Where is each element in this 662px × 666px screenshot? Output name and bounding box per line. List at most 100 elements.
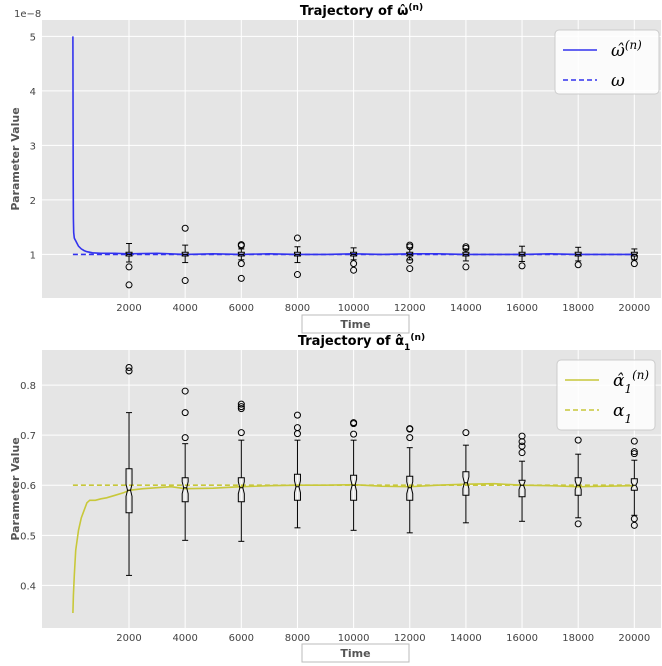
outlier-point [181, 434, 189, 442]
outlier-point [406, 243, 414, 251]
x-tick-label: 4000 [172, 633, 197, 644]
outlier-point [574, 261, 582, 269]
box [237, 477, 245, 503]
x-tick-label: 16000 [506, 633, 538, 644]
boxplot [462, 429, 470, 524]
x-tick-label: 16000 [506, 303, 538, 314]
outlier-point [518, 442, 526, 450]
legend-box [556, 359, 656, 431]
y-tick-label: 4 [30, 87, 36, 98]
x-tick-label: 4000 [172, 303, 197, 314]
boxplot [406, 241, 414, 273]
boxplot [518, 245, 526, 270]
x-axis-label-box [301, 643, 410, 663]
outlier-point [237, 400, 245, 408]
box [237, 251, 245, 257]
x-tick-label: 2000 [116, 633, 141, 644]
outlier-point [125, 281, 133, 289]
legend: α̂1(n) α1 [556, 359, 656, 431]
outlier-point [237, 242, 245, 250]
boxplot [462, 243, 470, 271]
outlier-point [630, 253, 638, 261]
chart-title: Trajectory of α̂1(n) [298, 333, 425, 353]
boxplot [630, 248, 638, 268]
outlier-point [125, 364, 133, 372]
x-tick-label: 18000 [562, 633, 594, 644]
boxplot [350, 247, 358, 274]
legend-label-2: ω [611, 71, 625, 91]
x-tick-label: 18000 [562, 303, 594, 314]
y-tick-label: 3 [30, 141, 36, 152]
x-tick-label: 10000 [338, 633, 370, 644]
box [574, 251, 582, 257]
y-tick-label: 2 [30, 196, 36, 207]
box [125, 251, 133, 257]
x-tick-label: 14000 [450, 303, 482, 314]
outlier-point [237, 274, 245, 282]
outlier-point [350, 266, 358, 274]
outlier-point [406, 265, 414, 273]
x-tick-label: 6000 [229, 633, 254, 644]
outlier-point [574, 436, 582, 444]
box [518, 251, 526, 257]
outlier-point [630, 521, 638, 529]
chart-title: Trajectory of ω̂(n) [300, 3, 423, 19]
outlier-point [462, 263, 470, 271]
boxplot [574, 436, 582, 528]
outlier-point [181, 277, 189, 285]
y-tick-label: 0.6 [20, 481, 36, 492]
chart-panel-2: 2000 4000 6000 8000 10000 12000 14000 16000 1800… [9, 333, 661, 663]
boxplot [293, 411, 301, 529]
boxplot [237, 241, 245, 282]
outlier-point [181, 387, 189, 395]
outlier-point [574, 520, 582, 528]
outlier-point [518, 438, 526, 446]
y-scale-label: 1e−8 [14, 9, 41, 20]
box [630, 478, 638, 491]
outlier-point [125, 367, 133, 375]
outlier-point [630, 437, 638, 445]
y-tick-label: 0.4 [20, 581, 36, 592]
outlier-point [237, 403, 245, 411]
box [574, 477, 582, 496]
y-tick-label: 0.5 [20, 531, 36, 542]
y-tick-label: 0.8 [20, 381, 36, 392]
boxplot [630, 437, 638, 529]
outlier-point [462, 429, 470, 437]
box [181, 477, 189, 503]
outlier-point [630, 260, 638, 268]
x-axis-label-box [301, 314, 410, 334]
outlier-point [630, 450, 638, 458]
outlier-point [237, 405, 245, 413]
outlier-point [237, 260, 245, 268]
x-tick-label: 20000 [618, 633, 650, 644]
y-tick-label: 0.7 [20, 431, 36, 442]
box [406, 475, 414, 501]
legend-label-1: α̂1(n) [613, 368, 649, 396]
box [350, 474, 358, 501]
x-axis-label: Time [340, 647, 370, 660]
y-axis-label: Parameter Value [9, 437, 22, 540]
boxplot [181, 224, 189, 285]
boxplot [237, 400, 245, 542]
outlier-point [350, 420, 358, 428]
series-line-1 [72, 482, 635, 614]
outlier-point [181, 224, 189, 232]
outlier-point [237, 429, 245, 437]
outlier-point [462, 244, 470, 252]
legend: ω̂(n) ω [554, 29, 660, 95]
x-tick-label: 12000 [394, 303, 426, 314]
outlier-point [518, 262, 526, 270]
outlier-point [518, 449, 526, 457]
outlier-point [293, 411, 301, 419]
boxplot [293, 234, 301, 279]
y-tick-label: 5 [30, 32, 36, 43]
outlier-point [406, 256, 414, 264]
outlier-point [350, 430, 358, 438]
outlier-point [350, 260, 358, 268]
outlier-point [125, 263, 133, 271]
outlier-point [181, 409, 189, 417]
box [350, 251, 358, 257]
x-tick-label: 20000 [618, 303, 650, 314]
